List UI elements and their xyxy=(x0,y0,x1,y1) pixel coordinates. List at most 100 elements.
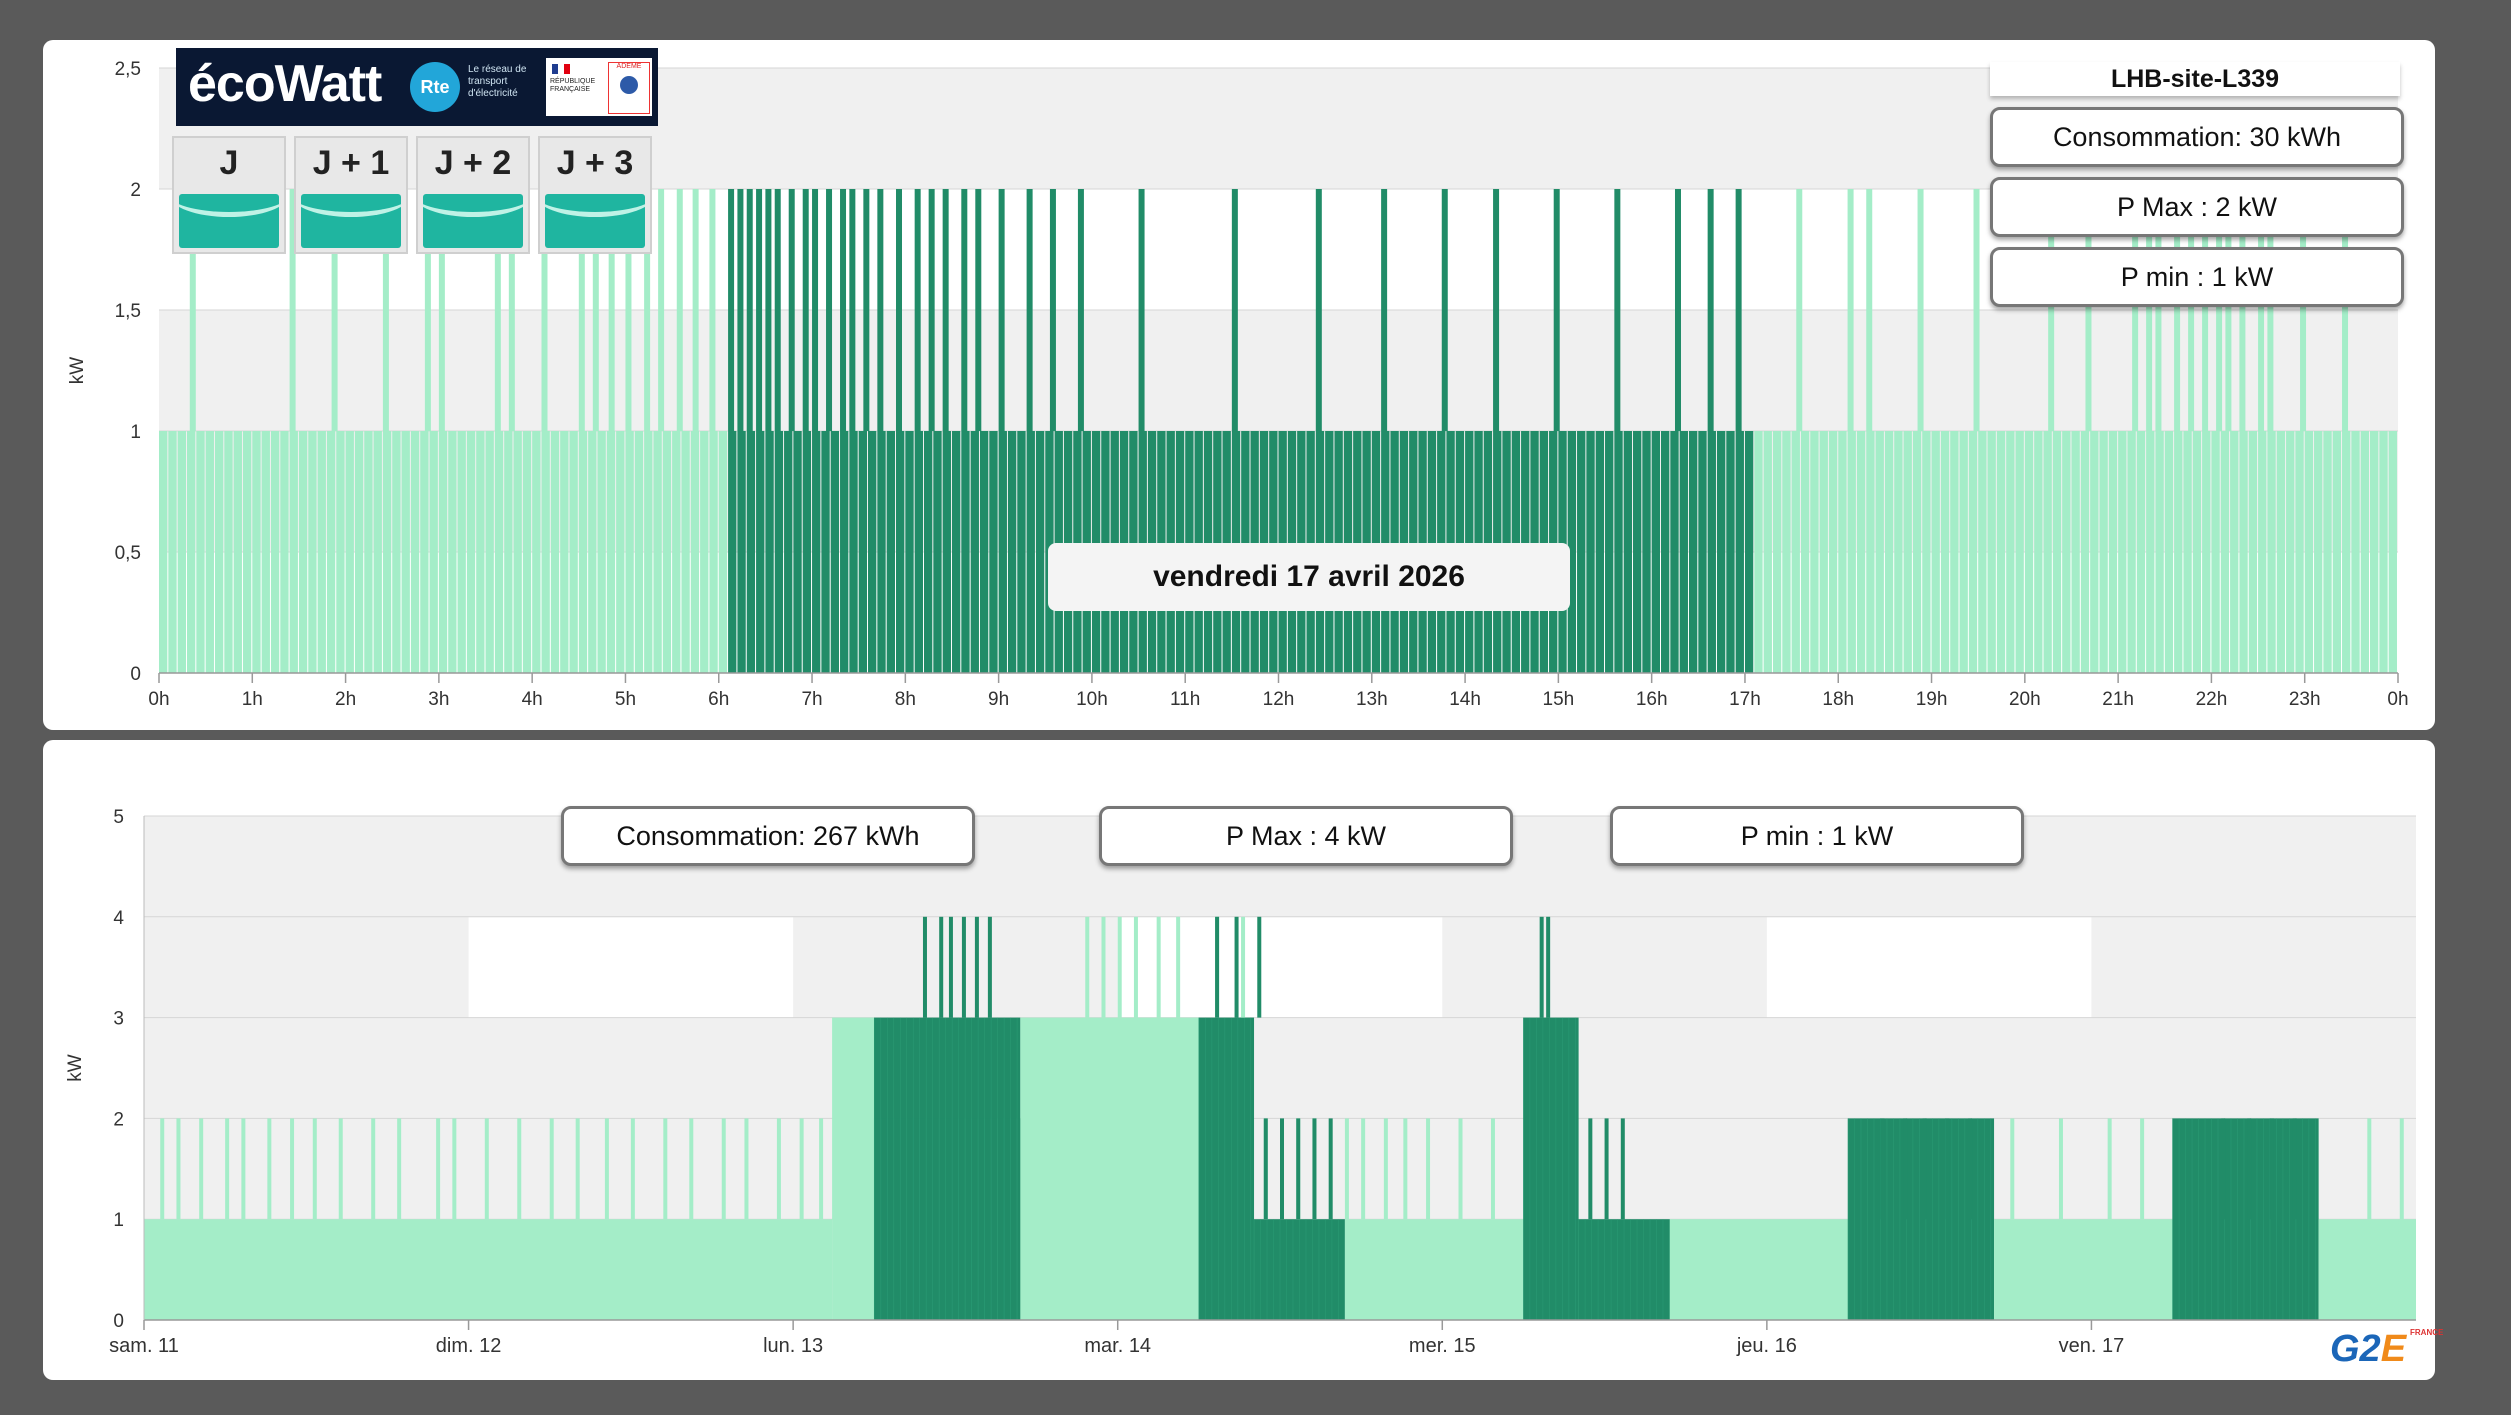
power-bar xyxy=(2090,431,2099,673)
power-peak xyxy=(1049,189,1056,431)
power-bar xyxy=(382,431,392,673)
power-bar xyxy=(1688,431,1698,673)
power-bar xyxy=(634,431,644,673)
power-bar xyxy=(1847,431,1856,673)
power-spike xyxy=(290,1118,295,1220)
power-spike xyxy=(1241,916,1246,1018)
power-spike xyxy=(1280,1118,1284,1220)
power-bar xyxy=(532,431,541,673)
power-bar xyxy=(373,431,382,673)
power-bar xyxy=(1894,431,1903,673)
power-spike xyxy=(176,1118,181,1220)
power-bar xyxy=(2118,431,2127,673)
power-bar xyxy=(252,431,261,673)
power-spike xyxy=(338,1118,343,1220)
power-bar xyxy=(625,431,634,673)
rte-caption: Le réseau de transport d'électricité xyxy=(468,64,527,99)
power-spike xyxy=(199,1118,204,1220)
power-peak xyxy=(863,189,870,431)
x-tick-label: 12h xyxy=(1263,689,1295,710)
power-spike xyxy=(799,1118,804,1220)
weekly-chart: 0 1 2 3 4 5 sam. 11 dim. 12 lun. 13 mar. 14 mer. 1… xyxy=(65,807,2416,1357)
power-bar xyxy=(438,431,448,673)
power-spike xyxy=(604,1118,609,1220)
power-segment xyxy=(1669,1219,1848,1320)
government-caption: RÉPUBLIQUE FRANÇAISE xyxy=(550,78,596,93)
y-tick-label: 1 xyxy=(113,1210,124,1231)
power-spike xyxy=(961,916,966,1018)
day-label: J + 1 xyxy=(312,144,390,182)
power-spike xyxy=(397,1118,402,1220)
weekly-consumption-box: Consommation: 267 kWh xyxy=(561,806,975,866)
power-bar xyxy=(2202,431,2211,673)
power-bar xyxy=(690,431,700,673)
power-peak xyxy=(998,189,1005,431)
power-bar xyxy=(2323,431,2332,673)
power-spike xyxy=(1361,1118,1366,1220)
power-bar xyxy=(830,431,840,673)
power-bar xyxy=(998,431,1007,673)
x-tick-label: 5h xyxy=(615,689,636,710)
power-peak xyxy=(1138,189,1145,431)
power-bar xyxy=(1623,431,1633,673)
x-tick-label: 22h xyxy=(2196,689,2228,710)
power-bar xyxy=(989,431,998,673)
power-bar xyxy=(224,431,233,673)
power-bar xyxy=(2248,431,2258,673)
power-peak xyxy=(625,189,632,431)
x-tick-label: 8h xyxy=(895,689,916,710)
x-tick-label: 17h xyxy=(1729,689,1761,710)
x-tick-label: 10h xyxy=(1076,689,1108,710)
daily-pmax-box: P Max : 2 kW xyxy=(1990,177,2404,237)
y-tick-label: 2,5 xyxy=(115,59,141,80)
power-spike xyxy=(225,1118,230,1220)
power-spike xyxy=(517,1118,522,1220)
ecowatt-day-j3: J + 3 xyxy=(538,136,652,254)
power-peak xyxy=(2155,189,2162,431)
power-bar xyxy=(1007,431,1017,673)
power-bar xyxy=(1651,431,1660,673)
power-peak xyxy=(1026,189,1033,431)
power-bar xyxy=(1884,431,1894,673)
signal-green-icon xyxy=(301,194,401,248)
power-bar xyxy=(1586,431,1595,673)
x-tick-label: 4h xyxy=(522,689,543,710)
power-bar xyxy=(457,431,466,673)
power-peak xyxy=(2267,189,2274,431)
power-peak xyxy=(2342,189,2349,431)
power-bar xyxy=(214,431,224,673)
power-spike xyxy=(371,1118,376,1220)
power-bar xyxy=(159,431,168,673)
power-bar xyxy=(270,431,280,673)
power-bar xyxy=(364,431,373,673)
power-spike xyxy=(2399,1118,2404,1220)
y-tick-label: 0 xyxy=(130,664,141,685)
power-spike xyxy=(663,1118,668,1220)
power-spike xyxy=(1215,916,1220,1018)
power-segment xyxy=(874,1118,1021,1320)
power-bar xyxy=(2024,431,2034,673)
power-spike xyxy=(436,1118,441,1220)
y-tick-label: 4 xyxy=(113,908,124,929)
power-bar xyxy=(2295,431,2304,673)
power-peak xyxy=(709,189,716,431)
power-bar xyxy=(914,431,923,673)
power-peak xyxy=(608,189,615,431)
x-tick-label: 20h xyxy=(2009,689,2041,710)
power-bar xyxy=(1670,431,1679,673)
power-peak xyxy=(1707,189,1714,431)
power-bar xyxy=(289,431,298,673)
power-spike xyxy=(1176,916,1181,1018)
power-bar xyxy=(2174,431,2183,673)
power-spike xyxy=(2107,1118,2112,1220)
power-bar xyxy=(205,431,214,673)
x-tick-label: 9h xyxy=(988,689,1009,710)
power-peak xyxy=(541,189,548,431)
power-bar xyxy=(849,431,858,673)
x-tick-label: 18h xyxy=(1822,689,1854,710)
power-bar xyxy=(2267,431,2276,673)
power-bar xyxy=(1642,431,1651,673)
power-peak xyxy=(2216,189,2223,431)
power-peak xyxy=(961,189,968,431)
power-peak xyxy=(2188,189,2195,431)
